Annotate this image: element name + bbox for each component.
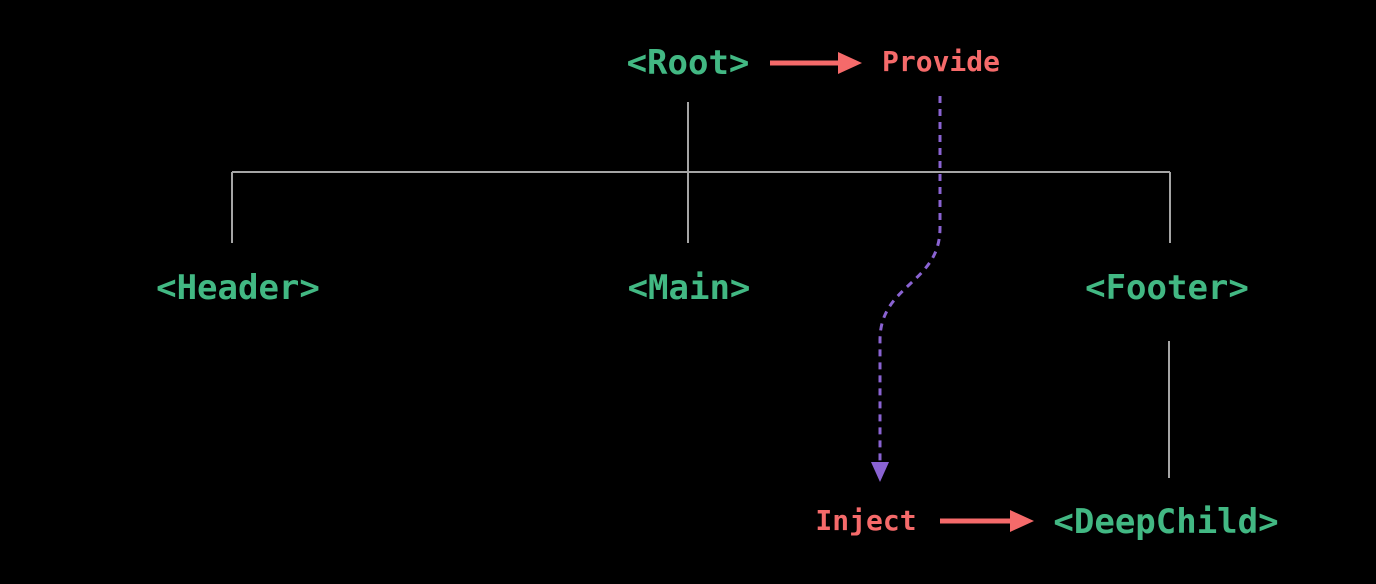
- provide-arrowhead-icon: [838, 52, 862, 74]
- node-main: <Main>: [627, 268, 751, 308]
- inject-flow-icon: [871, 96, 942, 482]
- inject-arrowhead-icon: [1010, 510, 1034, 532]
- node-header: <Header>: [156, 268, 320, 308]
- node-root: <Root>: [626, 43, 750, 83]
- provide-arrow-icon: [770, 52, 862, 74]
- tree-connectors: [231, 102, 1171, 478]
- inject-flow-arrowhead-icon: [871, 462, 889, 482]
- inject-label: Inject: [815, 504, 917, 537]
- provide-label: Provide: [881, 45, 1001, 78]
- node-deepchild: <DeepChild>: [1053, 502, 1279, 542]
- inject-flow-dotted-path: [878, 96, 942, 464]
- node-footer: <Footer>: [1085, 268, 1249, 308]
- inject-arrow-icon: [940, 510, 1034, 532]
